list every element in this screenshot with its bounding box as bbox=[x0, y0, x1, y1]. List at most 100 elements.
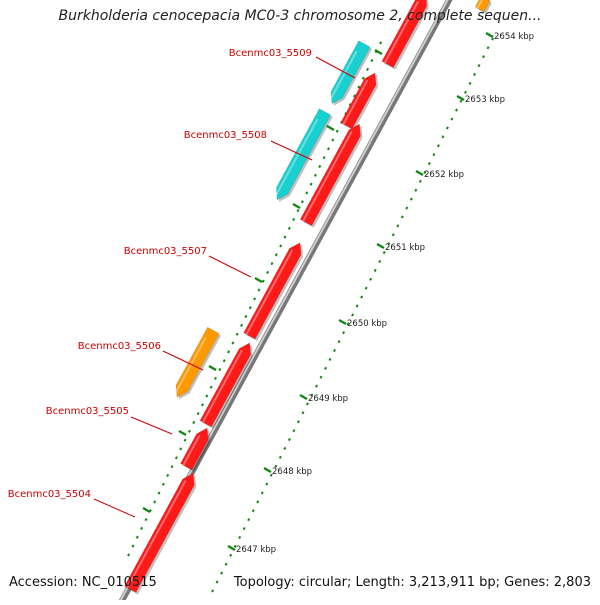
ruler-minor-tick bbox=[131, 544, 135, 548]
ruler-minor-tick bbox=[233, 544, 237, 548]
ruler-minor-tick bbox=[144, 518, 148, 522]
ruler-minor-tick bbox=[405, 206, 409, 210]
gene-arrow-forward-highlight bbox=[342, 79, 369, 125]
ruler-major-tick bbox=[415, 169, 424, 177]
ruler-minor-tick bbox=[261, 279, 265, 283]
ruler-minor-tick bbox=[379, 41, 383, 45]
ruler-minor-tick bbox=[322, 156, 326, 160]
ruler-major-tick bbox=[299, 393, 308, 401]
ruler-tick-label: 2648 kbp bbox=[272, 467, 312, 477]
ruler-minor-tick bbox=[391, 233, 395, 237]
ruler-minor-tick bbox=[486, 46, 490, 50]
ruler-minor-tick bbox=[215, 580, 219, 584]
ruler-major-tick bbox=[263, 466, 272, 474]
ruler-minor-tick bbox=[220, 571, 224, 575]
ruler-minor-tick bbox=[459, 99, 463, 103]
gene-arrow-reverse bbox=[175, 326, 220, 398]
ruler-minor-tick bbox=[269, 473, 273, 477]
ruler-major-tick bbox=[338, 318, 347, 326]
ruler-minor-tick bbox=[418, 179, 422, 183]
ruler-minor-tick bbox=[274, 464, 278, 468]
gene-features bbox=[124, 0, 492, 595]
gene-arrow-reverse-highlight bbox=[173, 337, 207, 397]
ruler-minor-tick bbox=[331, 138, 335, 142]
ruler-minor-tick bbox=[370, 58, 374, 63]
gene-arrow-reverse-highlight bbox=[273, 118, 319, 199]
ruler-minor-tick bbox=[127, 553, 131, 557]
gene-arrow-forward bbox=[381, 0, 428, 69]
ruler-minor-tick bbox=[227, 350, 231, 354]
ruler-minor-tick bbox=[231, 341, 235, 345]
ruler-minor-tick bbox=[287, 437, 291, 442]
ruler-minor-tick bbox=[305, 191, 309, 195]
ruler-minor-tick bbox=[196, 412, 200, 416]
ruler-minor-tick bbox=[296, 420, 300, 424]
gene-label-leader bbox=[162, 350, 204, 371]
ruler-major-tick bbox=[456, 94, 465, 102]
ruler-minor-tick bbox=[409, 197, 413, 201]
gene-arrow-forward bbox=[299, 123, 361, 227]
ruler-major-tick bbox=[178, 429, 187, 437]
gene-arrow-forward bbox=[199, 342, 251, 428]
ruler-minor-tick bbox=[174, 456, 178, 460]
gene-arrow-forward-highlight bbox=[202, 349, 243, 423]
ruler-tick-label: 2651 kbp bbox=[385, 243, 425, 253]
ruler-minor-tick bbox=[248, 306, 252, 310]
ruler-minor-tick bbox=[292, 217, 296, 222]
ruler-minor-tick bbox=[324, 366, 327, 370]
ruler-minor-tick bbox=[253, 297, 257, 301]
gene-arrow-reverse-highlight bbox=[328, 50, 358, 103]
ruler-minor-tick bbox=[468, 81, 472, 85]
map-title: Burkholderia cenocepacia MC0-3 chromosom… bbox=[58, 8, 542, 24]
ruler-minor-tick bbox=[222, 359, 226, 363]
ruler-major-tick bbox=[142, 506, 151, 514]
ruler-minor-tick bbox=[224, 562, 228, 566]
ruler-major-tick bbox=[376, 242, 385, 250]
ruler-minor-tick bbox=[247, 518, 251, 522]
gene-arrow-forward bbox=[124, 472, 195, 593]
ruler-minor-tick bbox=[274, 253, 278, 257]
ruler-minor-tick bbox=[301, 411, 305, 415]
gene-label: Bcenmc03_5505 bbox=[46, 406, 129, 417]
ruler-minor-tick bbox=[353, 94, 357, 98]
ruler-minor-tick bbox=[337, 340, 341, 344]
ruler-minor-tick bbox=[251, 509, 255, 513]
ruler-minor-tick bbox=[361, 76, 365, 80]
ruler-minor-tick bbox=[218, 367, 222, 372]
ruler-minor-tick bbox=[396, 224, 400, 228]
ruler-major-tick bbox=[326, 124, 335, 132]
ruler-minor-tick bbox=[200, 403, 204, 407]
ruler-minor-tick bbox=[482, 55, 486, 59]
ruler-minor-tick bbox=[326, 147, 330, 151]
ruler-minor-tick bbox=[153, 500, 157, 504]
gene-arrow-forward bbox=[180, 427, 209, 471]
ruler-minor-tick bbox=[260, 491, 264, 495]
ruler-major-tick bbox=[227, 544, 236, 552]
ruler-minor-tick bbox=[287, 226, 291, 230]
ruler-minor-tick bbox=[192, 420, 196, 425]
ruler-minor-tick bbox=[283, 235, 287, 239]
ruler-minor-tick bbox=[432, 153, 436, 157]
gene-arrow-partial-highlight bbox=[476, 0, 484, 9]
ruler-minor-tick bbox=[360, 295, 364, 299]
gene-arrow-forward-highlight bbox=[245, 249, 294, 335]
gene-label: Bcenmc03_5509 bbox=[229, 48, 312, 59]
gene-arrow-forward-highlight bbox=[126, 480, 187, 589]
ruler-minor-tick bbox=[170, 465, 174, 469]
ruler-minor-tick bbox=[313, 173, 317, 177]
ruler-minor-tick bbox=[445, 126, 449, 130]
ruler-minor-tick bbox=[179, 447, 183, 451]
accession-text: Accession: NC_010515 bbox=[9, 575, 157, 590]
ruler-major-tick bbox=[208, 364, 217, 372]
gene-label: Bcenmc03_5506 bbox=[78, 341, 161, 352]
gene-arrow-forward-highlight bbox=[302, 130, 353, 222]
ruler-minor-tick bbox=[319, 375, 323, 379]
ruler-minor-tick bbox=[161, 482, 165, 486]
ruler-minor-tick bbox=[183, 438, 187, 442]
ruler-minor-tick bbox=[235, 332, 239, 336]
gene-label: Bcenmc03_5508 bbox=[184, 130, 267, 141]
ruler-minor-tick bbox=[473, 72, 477, 77]
gene-label-leaders bbox=[93, 56, 356, 518]
ruler-minor-tick bbox=[256, 500, 260, 504]
